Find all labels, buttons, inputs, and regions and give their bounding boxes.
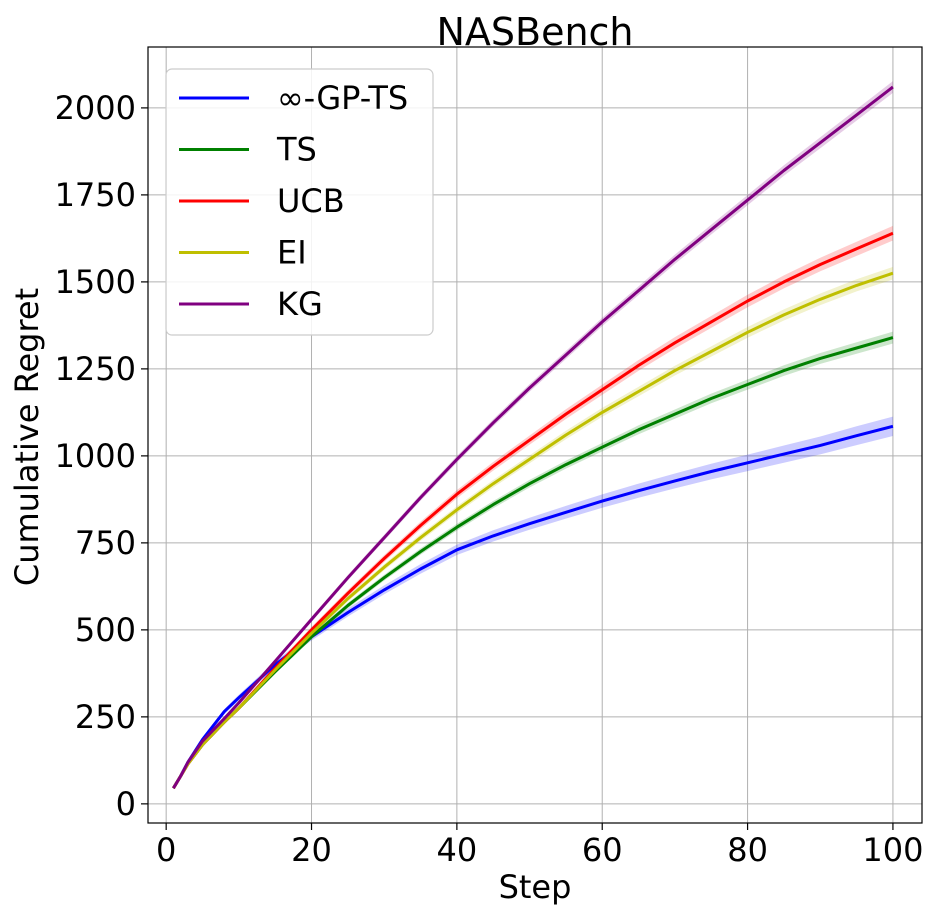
band-inf-gp-ts	[173, 416, 893, 790]
y-tick-label: 250	[75, 698, 136, 736]
y-tick-label: 1500	[55, 263, 136, 301]
x-axis-label: Step	[499, 868, 572, 906]
x-tick-label: 20	[291, 831, 332, 869]
line-ei	[172, 271, 894, 789]
x-tick-label: 100	[862, 831, 923, 869]
y-tick-label: 1250	[55, 350, 136, 388]
legend-label-ei: EI	[277, 234, 307, 272]
line-kg	[172, 85, 894, 789]
legend-label-ts: TS	[276, 131, 317, 169]
x-tick-label: 40	[437, 831, 478, 869]
series-lines	[172, 85, 894, 789]
legend-label-kg: KG	[277, 285, 323, 323]
y-tick-label: 500	[75, 611, 136, 649]
legend-label-ucb: UCB	[277, 182, 345, 220]
y-tick-label: 750	[75, 524, 136, 562]
y-ticks: 0 250 500 750 1000 1250 1500 1750 2000	[55, 89, 148, 823]
y-tick-label: 1000	[55, 437, 136, 475]
chart-title: NASBench	[436, 10, 633, 54]
y-tick-label: 1750	[55, 176, 136, 214]
x-ticks: 0 20 40 60 80 100	[156, 823, 923, 869]
legend-box	[165, 68, 434, 336]
x-tick-label: 0	[156, 831, 176, 869]
plot-frame	[147, 46, 923, 824]
y-tick-label: 0	[116, 785, 136, 823]
legend-label-inf-gp-ts: ∞-GP-TS	[277, 79, 408, 117]
x-tick-label: 80	[727, 831, 768, 869]
y-tick-label: 2000	[55, 89, 136, 127]
legend: ∞-GP-TS TS UCB EI KG	[165, 68, 434, 336]
y-axis-label: Cumulative Regret	[8, 288, 46, 586]
line-inf-gp-ts	[172, 424, 894, 789]
confidence-bands	[173, 81, 893, 790]
x-tick-label: 60	[582, 831, 623, 869]
